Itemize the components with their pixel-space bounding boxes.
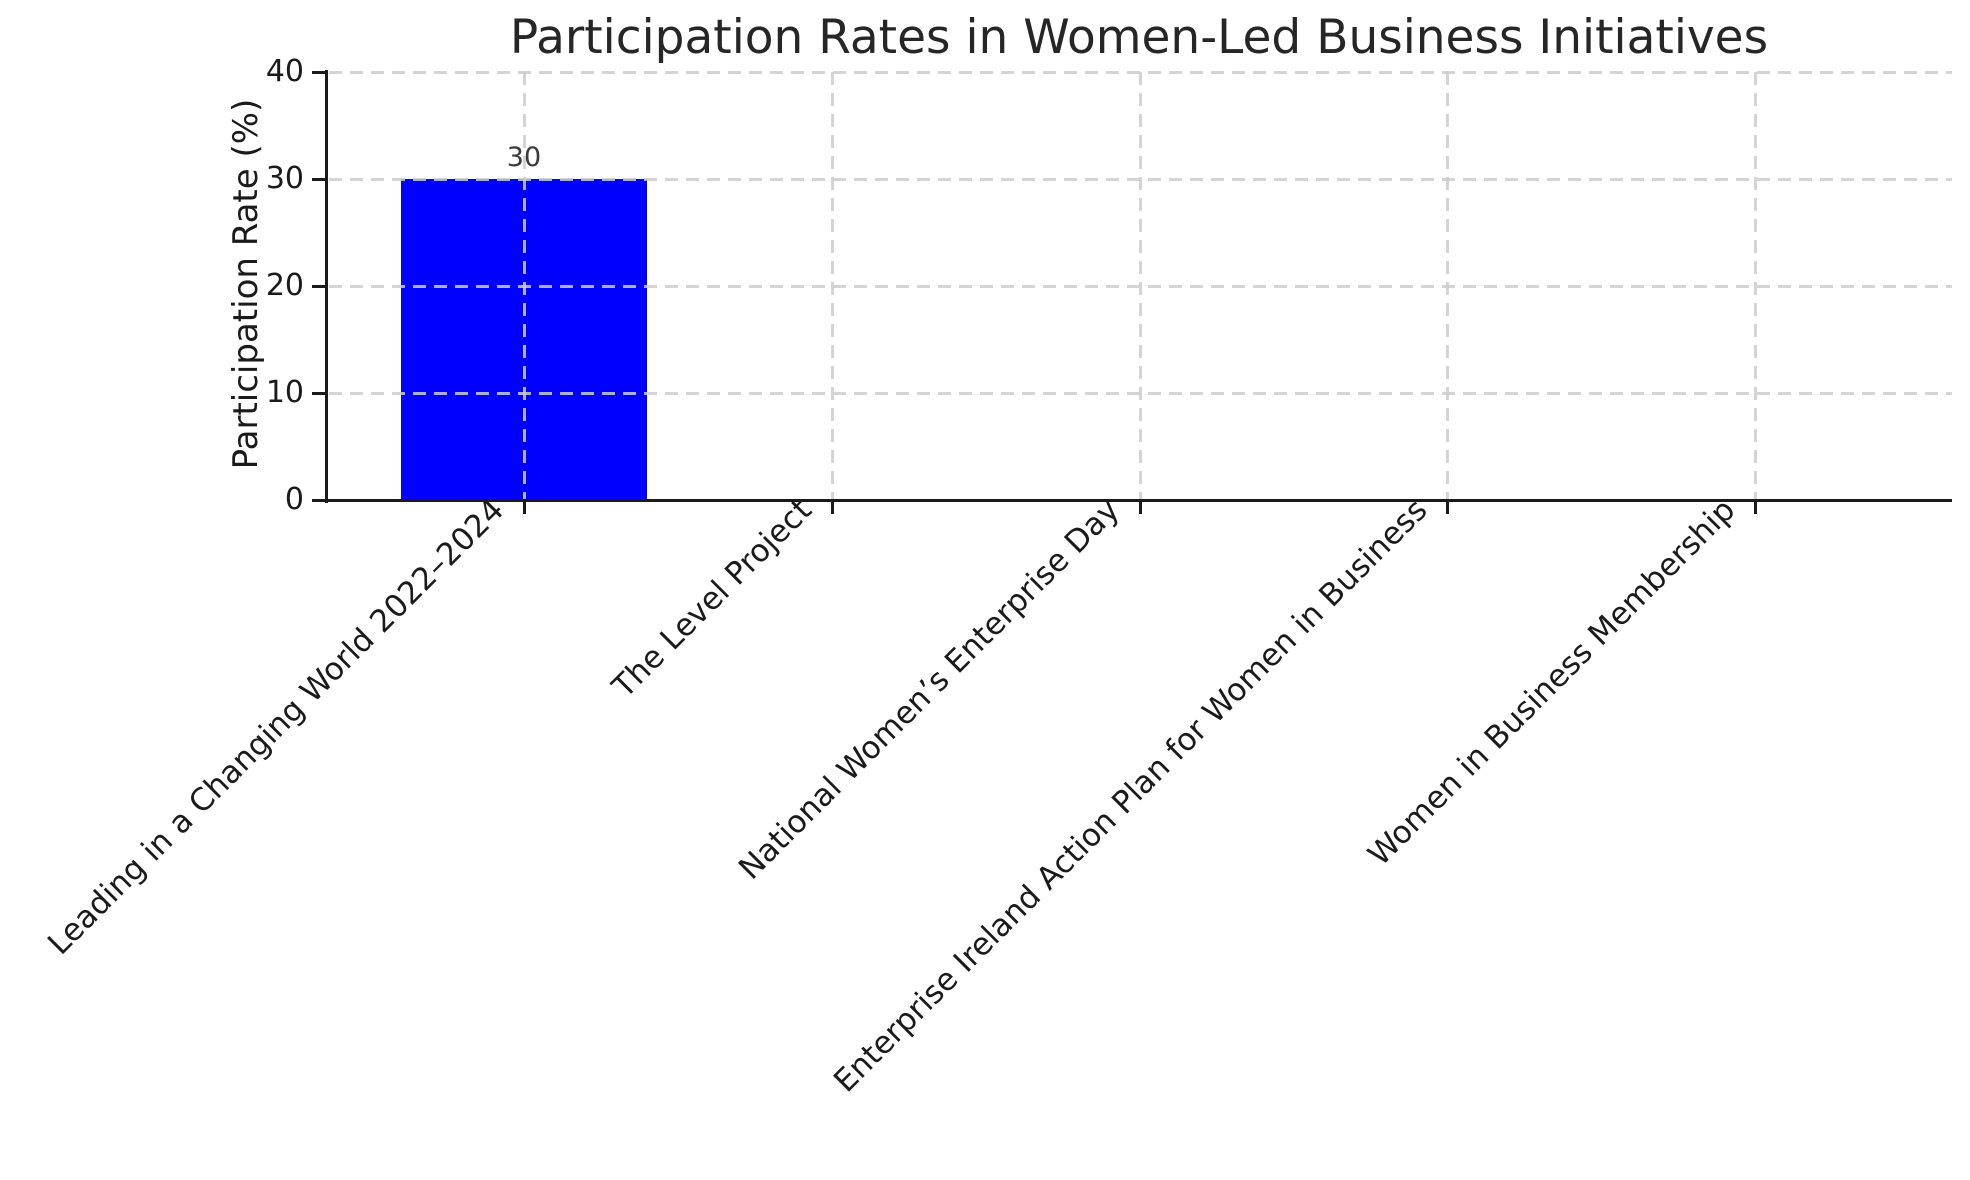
y-tick-label: 40 (265, 54, 304, 89)
x-tick-label: The Level Project (606, 492, 820, 706)
gridline-vertical (830, 72, 834, 500)
y-tick-mark (312, 178, 325, 181)
gridline-vertical (1446, 72, 1450, 500)
x-tick-mark (1446, 501, 1450, 514)
x-tick-label: National Women’s Enterprise Day (732, 492, 1127, 887)
y-tick-label: 30 (265, 161, 304, 196)
x-axis-spine (325, 499, 1952, 502)
y-axis-spine (325, 70, 328, 503)
x-tick-mark (830, 501, 834, 514)
gridline-vertical (1138, 72, 1142, 500)
gridline-vertical (522, 72, 526, 500)
y-tick-label: 20 (265, 268, 304, 303)
gridline-vertical (1754, 72, 1758, 500)
x-tick-label: Leading in a Changing World 2022–2024 (41, 492, 512, 962)
y-tick-mark (312, 499, 325, 502)
x-tick-mark (1138, 501, 1142, 514)
bar-value-label: 30 (506, 142, 542, 173)
chart-title: Participation Rates in Women-Led Busines… (509, 10, 1769, 65)
y-tick-mark (312, 392, 325, 395)
y-tick-label: 10 (265, 375, 304, 410)
x-tick-label: Women in Business Membership (1361, 492, 1743, 874)
x-tick-mark (1754, 501, 1758, 514)
y-tick-mark (312, 285, 325, 288)
x-tick-label: Enterprise Ireland Action Plan for Women… (827, 492, 1435, 1100)
y-tick-mark (312, 71, 325, 74)
y-tick-label: 0 (284, 482, 304, 517)
x-tick-mark (522, 501, 526, 514)
